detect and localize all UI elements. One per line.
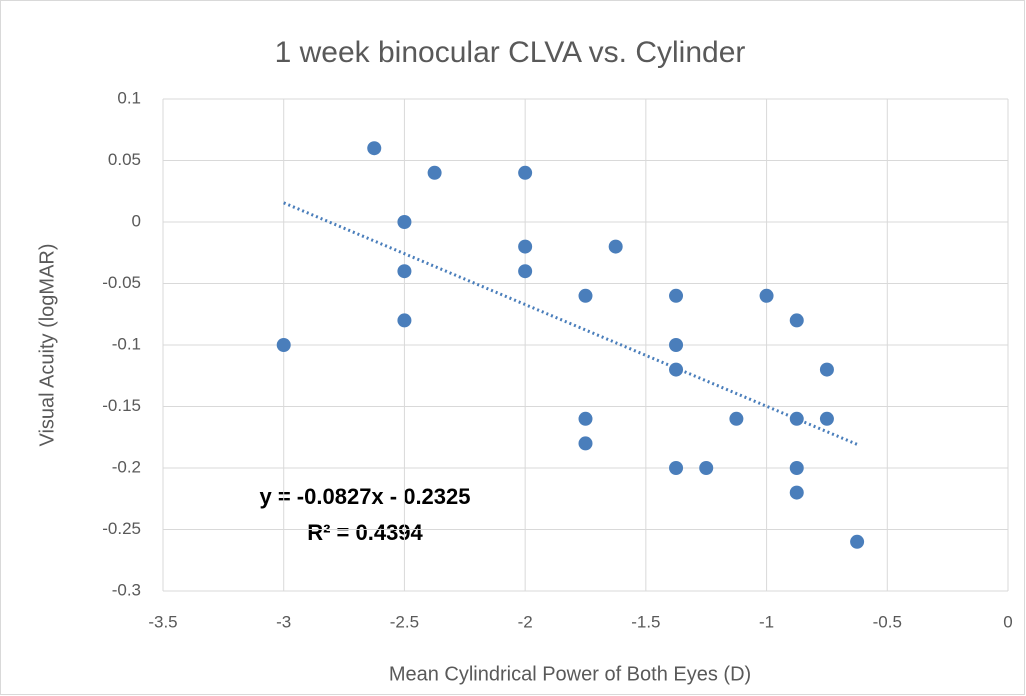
y-tick-label: -0.05	[102, 273, 141, 292]
point	[608, 239, 623, 254]
x-axis-label: Mean Cylindrical Power of Both Eyes (D)	[389, 663, 751, 685]
point	[789, 485, 804, 500]
x-tick-label: -2.5	[390, 612, 419, 631]
point	[578, 436, 593, 451]
point	[578, 288, 593, 303]
point	[367, 141, 382, 156]
y-tick-label: -0.2	[112, 457, 141, 476]
point	[729, 411, 744, 426]
point	[759, 288, 774, 303]
point	[518, 264, 533, 279]
point	[789, 313, 804, 328]
x-tick-label: -3.5	[148, 612, 177, 631]
y-tick-label: 0	[132, 211, 141, 230]
x-tick-label: -1	[759, 612, 774, 631]
y-tick-label: 0.05	[108, 150, 141, 169]
point	[518, 165, 533, 180]
point	[819, 362, 834, 377]
point	[276, 338, 291, 352]
point	[578, 411, 593, 426]
chart-title: 1 week binocular CLVA vs. Cylinder	[275, 36, 746, 69]
point	[789, 461, 804, 475]
point	[669, 288, 684, 303]
y-tick-label: -0.3	[112, 580, 141, 599]
point	[518, 239, 533, 254]
x-tick-label: -0.5	[873, 612, 902, 631]
x-tick-label: 0	[1003, 612, 1012, 631]
x-tick-label: -1.5	[631, 612, 660, 631]
y-tick-label: -0.25	[102, 519, 141, 538]
x-tick-label: -3	[276, 612, 291, 631]
equation: y = -0.0827x - 0.2325	[260, 484, 471, 509]
point	[397, 264, 412, 279]
point	[850, 534, 865, 549]
y-tick-label: -0.15	[102, 396, 141, 415]
y-tick-label: 0.1	[117, 88, 141, 107]
point	[669, 362, 684, 377]
x-tick-label: -2	[518, 612, 533, 631]
r-squared: R² = 0.4394	[307, 520, 423, 545]
y-axis-label: Visual Acuity (logMAR)	[36, 243, 58, 446]
point	[669, 338, 684, 352]
trendline	[283, 201, 858, 446]
point	[699, 461, 714, 475]
point	[397, 215, 412, 229]
point	[789, 411, 804, 426]
point	[427, 165, 442, 180]
point	[669, 461, 684, 475]
point	[397, 313, 412, 328]
point	[819, 411, 834, 426]
y-tick-label: -0.1	[112, 334, 141, 353]
